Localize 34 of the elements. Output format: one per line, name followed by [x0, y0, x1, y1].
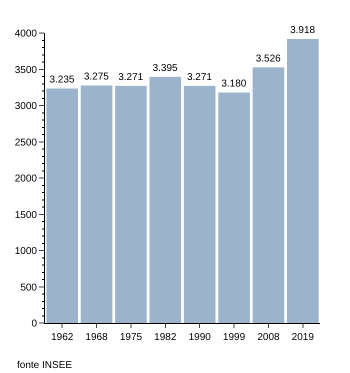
- data-label: 3.271: [186, 72, 212, 83]
- data-label: 3.395: [152, 62, 178, 74]
- bar: [115, 86, 147, 323]
- data-label: 3.275: [84, 72, 110, 83]
- data-label: 3.526: [256, 53, 282, 64]
- data-label: 3.235: [49, 74, 75, 86]
- x-tick-label: 1990: [188, 332, 212, 343]
- bar: [218, 92, 250, 323]
- y-tick-label: 4000: [14, 28, 38, 40]
- x-tick-label: 1962: [51, 332, 74, 343]
- bar: [150, 76, 182, 323]
- data-label: 3.271: [118, 72, 144, 83]
- y-tick-label: 2500: [14, 137, 38, 148]
- x-tick-label: 2019: [292, 332, 314, 343]
- x-tick-label: 1975: [120, 332, 142, 343]
- bar: [184, 86, 216, 323]
- bar: [252, 67, 284, 323]
- data-label: 3.918: [290, 24, 316, 36]
- bar: [287, 38, 319, 323]
- x-tick-label: 1968: [85, 332, 108, 343]
- x-tick-label: 1982: [154, 332, 177, 343]
- data-label: 3.180: [221, 78, 247, 90]
- x-tick-label: 2008: [257, 332, 280, 343]
- bar: [46, 88, 78, 323]
- y-tick-label: 3500: [14, 64, 38, 76]
- source-note: fonte INSEE: [17, 360, 72, 371]
- y-tick-label: 500: [20, 282, 38, 294]
- y-tick-label: 1500: [14, 210, 38, 221]
- y-tick-label: 0: [31, 318, 38, 330]
- y-tick-label: 1000: [14, 246, 38, 257]
- bar: [80, 86, 112, 323]
- x-tick-label: 1999: [222, 332, 246, 343]
- y-tick-label: 3000: [14, 101, 38, 112]
- y-tick-label: 2000: [14, 174, 38, 184]
